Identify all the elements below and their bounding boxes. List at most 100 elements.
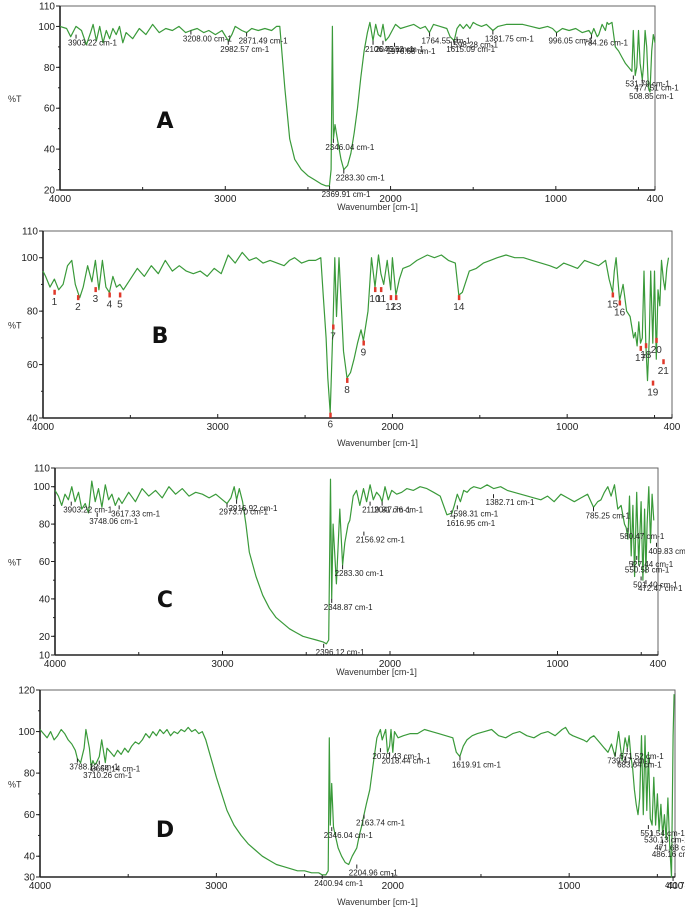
- peak-label: 531.79 cm-1: [625, 80, 670, 89]
- panel-letter: D: [156, 818, 174, 843]
- peak-number: 10: [369, 294, 381, 305]
- peak-label: 1616.95 cm-1: [446, 519, 495, 528]
- spectrum-line: [39, 694, 675, 878]
- peak-number: 13: [390, 302, 402, 313]
- peak-label: 785.25 cm-1: [586, 511, 631, 520]
- spectrum-line: [59, 21, 656, 187]
- peak-number: 7: [330, 332, 336, 343]
- peak-label: 409.83 cm-1: [648, 547, 685, 556]
- peak-marker: [611, 292, 615, 298]
- peak-label: 2871.49 cm-1: [239, 37, 288, 46]
- x-tick-label: 4000: [49, 194, 72, 205]
- peak-marker: [644, 343, 648, 349]
- x-tick-label: 4000: [44, 659, 67, 670]
- peak-label: 3208.00 cm-1: [183, 35, 232, 44]
- y-tick-label: 20: [44, 186, 56, 197]
- x-tick-label: 2000: [379, 659, 402, 670]
- peak-label: 739.47 cm-1: [607, 756, 652, 765]
- peak-label: 2982.57 cm-1: [220, 45, 269, 54]
- y-axis-title: %T: [8, 780, 22, 790]
- x-tick-label: 3000: [214, 194, 237, 205]
- peak-marker: [362, 340, 365, 346]
- peak-marker: [332, 324, 335, 330]
- peak-label: 1619.91 cm-1: [452, 760, 501, 769]
- x-axis-title: Wavenumber [cm-1]: [337, 897, 418, 907]
- y-tick-label: 110: [39, 2, 55, 13]
- y-tick-label: 60: [27, 360, 39, 371]
- peak-label: 3664.14 cm-1: [91, 765, 140, 774]
- peak-label: 508.85 cm-1: [629, 92, 674, 101]
- peak-label: 3710.26 cm-1: [83, 771, 132, 780]
- peak-marker: [639, 345, 643, 351]
- panel-a: 20 40 60 80 100 110 4000 3000 2000 1000 400 %T Waven…: [0, 0, 685, 213]
- y-tick-label: 80: [39, 520, 51, 531]
- y-axis-title: %T: [8, 321, 22, 331]
- y-tick-label: 40: [39, 594, 51, 605]
- peak-number: 18: [640, 350, 652, 361]
- x-axis-title: Wavenumber [cm-1]: [337, 438, 418, 448]
- y-tick-label: 110: [22, 227, 38, 238]
- peak-number: 16: [614, 307, 626, 318]
- x-axis-title: Wavenumber [cm-1]: [336, 667, 417, 677]
- y-tick-label: 20: [39, 632, 51, 643]
- peak-label: 683.64 cm-1: [617, 760, 662, 769]
- peak-label: 411.73 cm-1: [665, 881, 685, 890]
- peak-number: 11: [376, 294, 387, 305]
- peak-label: 2973.70 cm-1: [219, 508, 268, 517]
- panel-letter: B: [152, 324, 169, 349]
- peak-number: 20: [651, 345, 663, 356]
- peak-label: 3788.12 cm-1: [69, 763, 118, 772]
- x-axis-title: Wavenumber [cm-1]: [337, 202, 418, 212]
- peak-marker: [76, 295, 80, 301]
- peak-marker: [118, 292, 122, 298]
- peak-label: 1976.68 cm-1: [387, 47, 436, 56]
- peak-marker: [329, 412, 332, 418]
- peak-label: 2204.96 cm-1: [349, 869, 398, 878]
- peak-label: 477.51 cm-1: [634, 84, 679, 93]
- peak-marker: [457, 295, 461, 301]
- peak-label: 996.05 cm-1: [548, 37, 593, 46]
- peak-label: 501.40 cm-1: [633, 580, 678, 589]
- x-tick-label: 2000: [379, 194, 402, 205]
- peak-number: 8: [344, 385, 350, 396]
- peak-label: 671.52 cm-1: [619, 752, 664, 761]
- spectrum-line: [42, 251, 670, 414]
- y-tick-label: 40: [27, 414, 39, 425]
- peak-label: 2369.91 cm-1: [322, 190, 371, 199]
- peak-label: 1615.09 cm-1: [446, 45, 495, 54]
- peak-label: 2283.30 cm-1: [336, 174, 385, 183]
- plot-frame: [39, 689, 676, 878]
- x-tick-label: 4000: [29, 881, 52, 892]
- x-tick-label: 1000: [556, 422, 579, 433]
- y-tick-label: 60: [24, 810, 36, 821]
- ir-spectrum-chart-d: 30 40 60 80 100 120 4000 3000 2000 1000 400 %T Waven…: [8, 686, 685, 908]
- peak-label: 1598.28 cm-1: [449, 41, 498, 50]
- peak-number: 1: [52, 297, 58, 308]
- peak-number: 3: [93, 294, 99, 305]
- y-tick-label: 120: [18, 686, 35, 697]
- peak-number: 2: [75, 302, 81, 313]
- peak-label: 2346.04 cm-1: [324, 831, 373, 840]
- x-tick-label: 1000: [545, 194, 568, 205]
- peak-marker: [108, 292, 111, 298]
- peak-marker: [389, 295, 393, 301]
- x-tick-label: 2000: [381, 422, 404, 433]
- peak-label: 530.13 cm-1: [644, 835, 685, 844]
- plot-frame: [54, 467, 659, 656]
- peak-label: 784.26 cm-1: [584, 39, 629, 48]
- peak-label: 1764.55 cm-1: [422, 37, 471, 46]
- peak-label: 2119.31 cm-1: [362, 506, 411, 515]
- peak-label: 472.47 cm-1: [638, 584, 683, 593]
- spectrum-line: [54, 478, 655, 645]
- peak-number: 19: [647, 388, 659, 399]
- peak-label: 527.44 cm-1: [629, 560, 674, 569]
- y-tick-label: 80: [27, 307, 39, 318]
- y-tick-label: 40: [44, 145, 56, 156]
- peak-marker: [655, 337, 658, 343]
- panel-letter: C: [157, 588, 173, 613]
- peak-number: 14: [453, 302, 465, 313]
- panel-c: 10 20 40 60 80 100 110 4000 3000 2000 1000 400 %T Wav…: [0, 452, 685, 678]
- peak-label: 2283.30 cm-1: [335, 569, 384, 578]
- y-tick-label: 100: [18, 727, 35, 738]
- peak-label: 2070.43 cm-1: [372, 752, 421, 761]
